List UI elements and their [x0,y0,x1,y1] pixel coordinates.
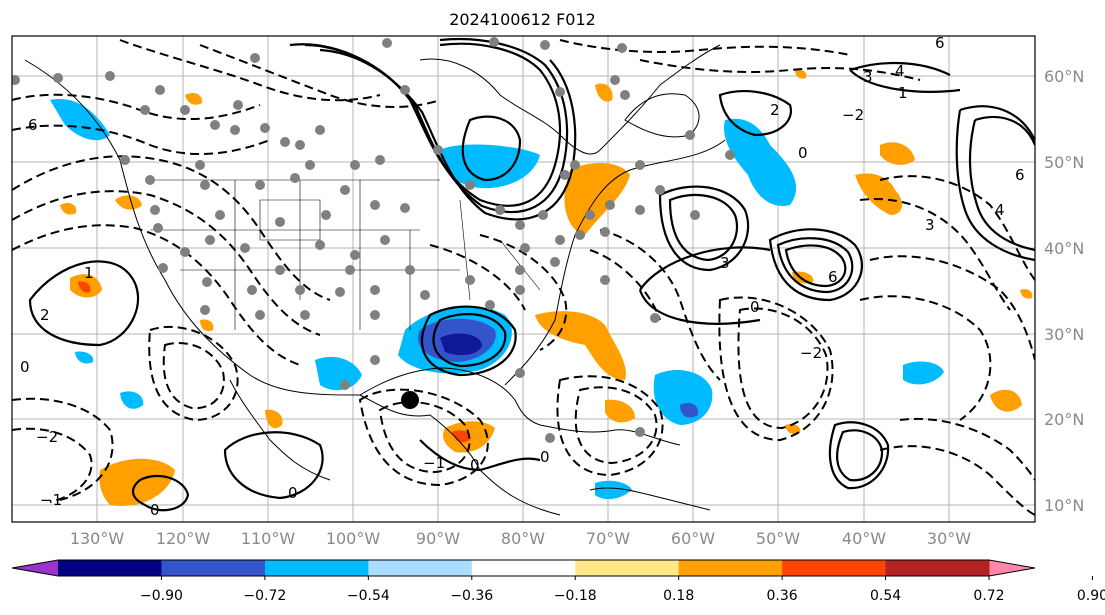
lat-label: 60°N [1044,67,1084,86]
contour-labels: 6 4 2 0 −2 6 3 −1 −2 0 0 1 −2 0 −1 3 6 4… [20,34,1025,519]
colorbar-segment [264,560,369,576]
map-title: 2024100612 F012 [449,10,596,29]
lon-label: 30°W [927,529,971,548]
colorbar-tick-label: −0.72 [243,588,286,604]
storm-center-marker [401,391,419,409]
lon-label: 110°W [241,529,296,548]
colorbar-segment [885,560,990,576]
colorbar-outline [11,559,1036,577]
lon-label: 90°W [416,529,460,548]
colorbar-segment [161,560,266,576]
colorbar-segment [471,560,576,576]
colorbar-tick-label: −0.36 [450,588,493,604]
colorbar-segment [782,560,887,576]
contour-label: 6 [828,268,838,286]
map-content: 6 4 2 0 −2 6 3 −1 −2 0 0 1 −2 0 −1 3 6 4… [12,34,1035,522]
lat-label: 50°N [1044,153,1084,172]
contour-label: −2 [842,106,864,124]
lon-label: 50°W [756,529,800,548]
colorbar-tick-label: 0.54 [870,588,901,604]
contour-label: 0 [470,456,480,474]
colorbar: −0.90 −0.72 −0.54 −0.36 −0.18 0.18 0.36 0.54 0.7… [11,559,1105,604]
lat-label: 40°N [1044,239,1084,258]
colorbar-tick-label: −0.90 [140,588,183,604]
contour-label: 0 [150,501,160,519]
colorbar-tick-label: 0.72 [973,588,1004,604]
colorbar-tick-label: 0.18 [663,588,694,604]
contour-label: 3 [720,254,730,272]
colorbar-right-extension [989,560,1035,576]
colorbar-left-extension [12,560,58,576]
lon-label: 40°W [842,529,886,548]
negative-contours [12,39,1035,516]
lon-label: 100°W [326,529,381,548]
colorbar-segment [678,560,783,576]
contour-label: 6 [935,34,945,52]
lat-label: 10°N [1044,496,1084,515]
latitude-labels: 60°N 50°N 40°N 30°N 20°N 10°N [1044,67,1084,515]
positive-contours [28,37,1035,512]
lon-label: 70°W [586,529,630,548]
observation-points [12,37,735,443]
contour-label: 0 [20,358,30,376]
contour-label: 1 [84,264,94,282]
colorbar-segment [575,560,680,576]
colorbar-tick-label: −0.18 [554,588,597,604]
contour-label: −1 [423,454,445,472]
contour-label: 6 [28,116,38,134]
lon-label: 130°W [70,529,125,548]
contour-label: −2 [36,428,58,446]
contour-label: 0 [540,448,550,466]
contour-label: −2 [800,344,822,362]
contour-label: 0 [750,298,760,316]
contour-label: 2 [770,101,780,119]
contour-label: 2 [40,306,50,324]
contour-label: 4 [895,62,905,80]
colorbar-tick-label: 0.90 [1077,588,1105,604]
map-border [11,35,1036,523]
colorbar-tick-label: −0.54 [347,588,390,604]
contour-label: 6 [1015,166,1025,184]
lon-label: 80°W [501,529,545,548]
contour-label: 1 [898,84,908,102]
colorbar-segment [368,560,473,576]
longitude-labels: 130°W 120°W 110°W 100°W 90°W 80°W 70°W 6… [70,529,971,548]
contour-label: 3 [925,216,935,234]
colorbar-tick-label: 0.36 [767,588,798,604]
contour-label: 4 [995,201,1005,219]
contour-label: −1 [40,491,62,509]
lon-label: 120°W [156,529,211,548]
positive-anomaly-shading [60,69,1033,506]
contour-label: 3 [863,68,873,86]
contour-label: 0 [288,484,298,502]
lat-label: 30°N [1044,325,1084,344]
colorbar-segment [58,560,162,576]
gridlines [12,36,1035,522]
lon-label: 60°W [671,529,715,548]
contour-label: 0 [798,144,808,162]
lat-label: 20°N [1044,410,1084,429]
